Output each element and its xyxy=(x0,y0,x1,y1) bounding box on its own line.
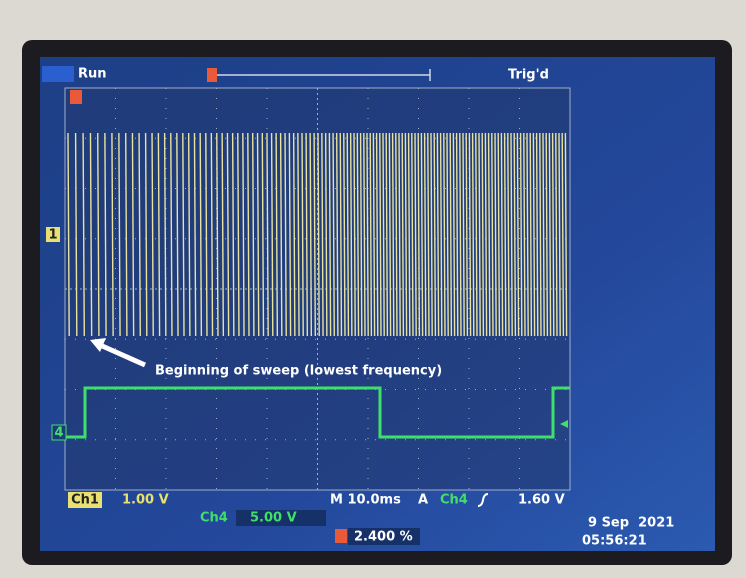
trigger-position: 2.400 % xyxy=(354,530,413,545)
trigger-source-label: A xyxy=(418,493,428,508)
body: Run Trig'd 1 4 Beginning of sweep (lowes… xyxy=(0,0,746,578)
trigger-level: 1.60 V xyxy=(518,493,565,508)
time: 05:56:21 xyxy=(582,534,647,549)
ch1-label: Ch1 xyxy=(71,493,99,508)
trigger-position-icon xyxy=(335,529,347,543)
annotation: Beginning of sweep (lowest frequency) xyxy=(155,364,442,379)
ch1-marker: 1 xyxy=(48,228,57,243)
ch1-scale: 1.00 V xyxy=(122,493,169,508)
scope-photo: Run Trig'd 1 4 Beginning of sweep (lowes… xyxy=(0,0,746,578)
trigger-marker xyxy=(70,90,82,104)
run-status: Run xyxy=(78,67,107,82)
timebase: M 10.0ms xyxy=(330,493,401,508)
run-badge xyxy=(42,66,74,82)
ch4-marker: 4 xyxy=(54,426,63,441)
page: Oscilloscope capture {"status": {"mode":… xyxy=(0,0,746,578)
ch4-scale: 5.00 V xyxy=(250,511,297,526)
date: 9 Sep 2021 xyxy=(588,516,674,531)
ch4-label: Ch4 xyxy=(200,511,228,526)
trigger-pos-icon xyxy=(207,68,217,82)
trigger-status: Trig'd xyxy=(508,68,549,83)
trigger-channel: Ch4 xyxy=(440,493,468,508)
